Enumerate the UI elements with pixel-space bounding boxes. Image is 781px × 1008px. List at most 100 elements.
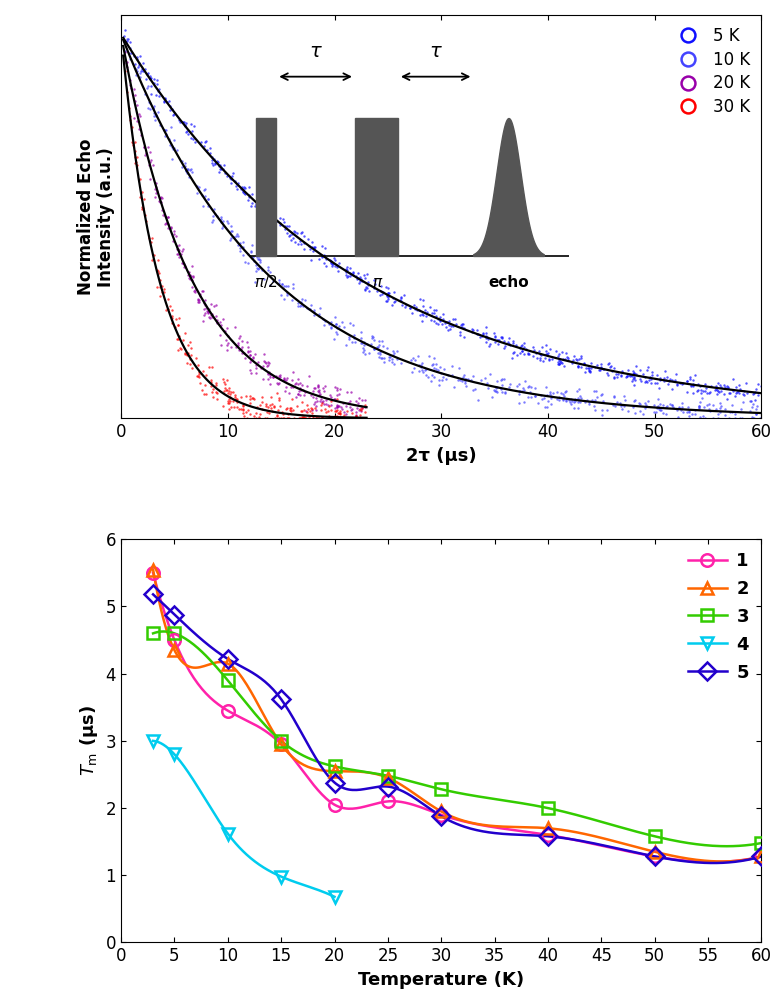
Point xyxy=(660,406,672,422)
Point xyxy=(182,161,194,177)
Point xyxy=(531,394,544,410)
Point xyxy=(533,352,546,368)
Point xyxy=(309,398,322,414)
Point xyxy=(237,408,250,424)
Point xyxy=(295,410,308,426)
Point xyxy=(347,267,359,283)
Point xyxy=(166,307,178,324)
Point xyxy=(747,410,759,426)
Point xyxy=(277,371,290,387)
Point xyxy=(337,395,349,411)
Point xyxy=(312,251,325,267)
Point xyxy=(529,380,541,396)
Point xyxy=(297,298,309,314)
Point xyxy=(228,229,241,245)
Point xyxy=(676,375,689,391)
Point xyxy=(123,100,135,116)
Point xyxy=(316,238,328,254)
Point xyxy=(747,396,760,412)
Point xyxy=(206,214,219,230)
Point xyxy=(181,355,194,371)
Point xyxy=(138,147,151,163)
Point xyxy=(220,381,233,397)
Point xyxy=(209,375,222,391)
Point xyxy=(511,378,523,394)
Point xyxy=(367,341,380,357)
Point xyxy=(602,367,615,383)
Point xyxy=(683,403,695,419)
Point xyxy=(634,362,647,378)
Point xyxy=(570,351,583,367)
Point xyxy=(736,394,749,410)
Point xyxy=(551,391,563,407)
Point xyxy=(205,296,217,312)
Point xyxy=(504,376,516,392)
Point xyxy=(502,330,515,346)
Point xyxy=(569,393,581,409)
Point xyxy=(447,319,459,335)
Point xyxy=(386,351,398,367)
Point xyxy=(179,346,191,362)
Point xyxy=(179,118,191,134)
Point xyxy=(543,352,555,368)
Point xyxy=(295,409,308,425)
Point xyxy=(251,249,264,265)
Point xyxy=(480,329,493,345)
Point xyxy=(341,259,354,275)
Point xyxy=(641,362,654,378)
Point xyxy=(682,399,694,415)
Point xyxy=(151,77,163,93)
Point xyxy=(164,298,177,314)
Point xyxy=(665,397,678,413)
Point xyxy=(459,371,472,387)
Point xyxy=(181,165,194,181)
Point xyxy=(373,349,385,365)
Point xyxy=(405,304,418,321)
Point xyxy=(440,371,452,387)
Point xyxy=(230,391,243,407)
Point xyxy=(687,372,700,388)
Point xyxy=(628,365,640,381)
Point xyxy=(355,271,367,287)
Point xyxy=(491,333,504,349)
Point xyxy=(497,333,510,349)
Point xyxy=(316,410,328,426)
Point xyxy=(133,121,145,137)
Point xyxy=(302,301,315,318)
Point xyxy=(443,318,455,334)
Point xyxy=(244,388,256,404)
Point xyxy=(447,311,459,328)
Point xyxy=(514,340,526,356)
Point xyxy=(333,386,345,402)
Point xyxy=(540,338,552,354)
Point xyxy=(218,374,230,390)
Point xyxy=(233,401,245,417)
Point xyxy=(301,404,313,420)
Point xyxy=(201,303,214,320)
Point xyxy=(246,350,259,366)
Point xyxy=(684,371,697,387)
Point xyxy=(128,81,141,97)
Point xyxy=(223,393,236,409)
Point xyxy=(383,353,396,369)
Point xyxy=(282,405,294,421)
Point xyxy=(266,273,279,289)
Point xyxy=(540,343,552,359)
Point xyxy=(703,385,715,401)
Point xyxy=(120,54,133,71)
Point xyxy=(719,379,731,395)
Point xyxy=(496,330,508,346)
Point xyxy=(671,376,683,392)
Point xyxy=(380,279,393,295)
Point xyxy=(162,216,174,232)
Point xyxy=(565,396,577,412)
Point xyxy=(331,399,344,415)
Point xyxy=(275,276,287,292)
Point xyxy=(547,385,559,401)
Point xyxy=(246,186,259,203)
Point xyxy=(283,219,295,235)
Point xyxy=(235,341,248,357)
Point xyxy=(626,368,639,384)
Point xyxy=(426,304,438,321)
Point xyxy=(347,410,359,426)
